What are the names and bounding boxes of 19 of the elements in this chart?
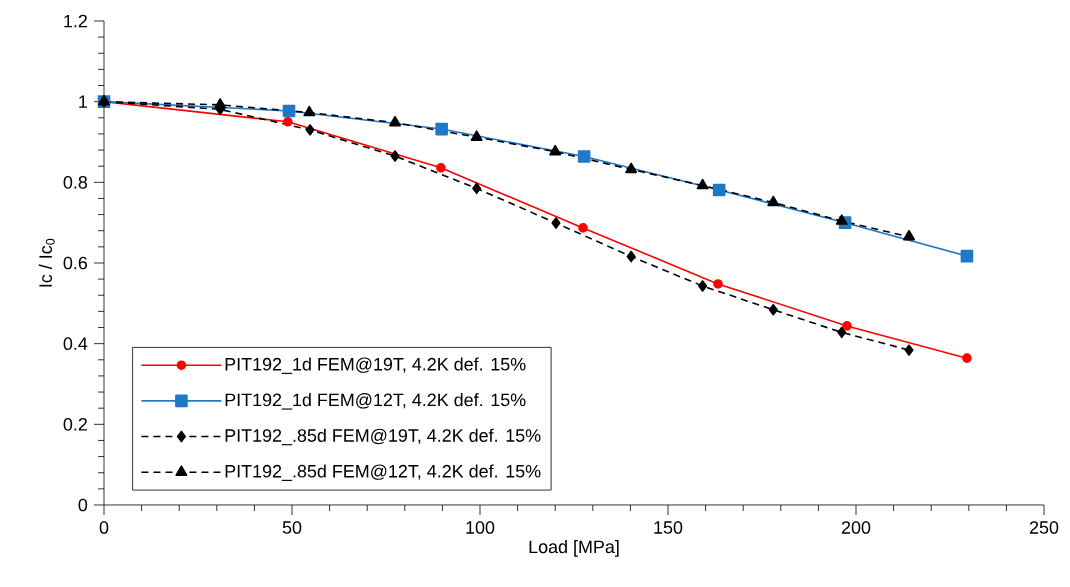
y-tick-label: 1 [79, 95, 87, 108]
x-tick-label: 50 [282, 521, 302, 534]
y-axis-title: Ic / Ic$_{0}$ [38, 238, 55, 287]
y-tick-label: 1.2 [64, 14, 87, 28]
y-tick-label: 0.8 [63, 175, 88, 189]
x-tick-label: 250 [1029, 521, 1059, 534]
x-tick-label: 100 [466, 521, 495, 534]
legend-label: PIT192_.85d FEM@12T, 4.2K def. 15% [225, 464, 541, 481]
y-tick-label: 0.2 [63, 417, 87, 431]
y-tick-label: 0 [78, 498, 88, 512]
x-axis-title: Load [MPa] [529, 540, 619, 557]
y-tick-label: 0.4 [63, 337, 88, 350]
x-tick-label: 200 [841, 521, 871, 534]
x-tick-label: 150 [654, 521, 683, 534]
legend-label: PIT192_.85d FEM@19T, 4.2K def. 15% [225, 428, 541, 446]
y-tick-label: 0.6 [63, 256, 88, 270]
legend-label: PIT192_1d FEM@19T, 4.2K def. 15% [225, 357, 526, 374]
x-tick-label: 0 [99, 521, 109, 534]
legend-label: PIT192_1d FEM@12T, 4.2K def. 15% [225, 393, 526, 410]
